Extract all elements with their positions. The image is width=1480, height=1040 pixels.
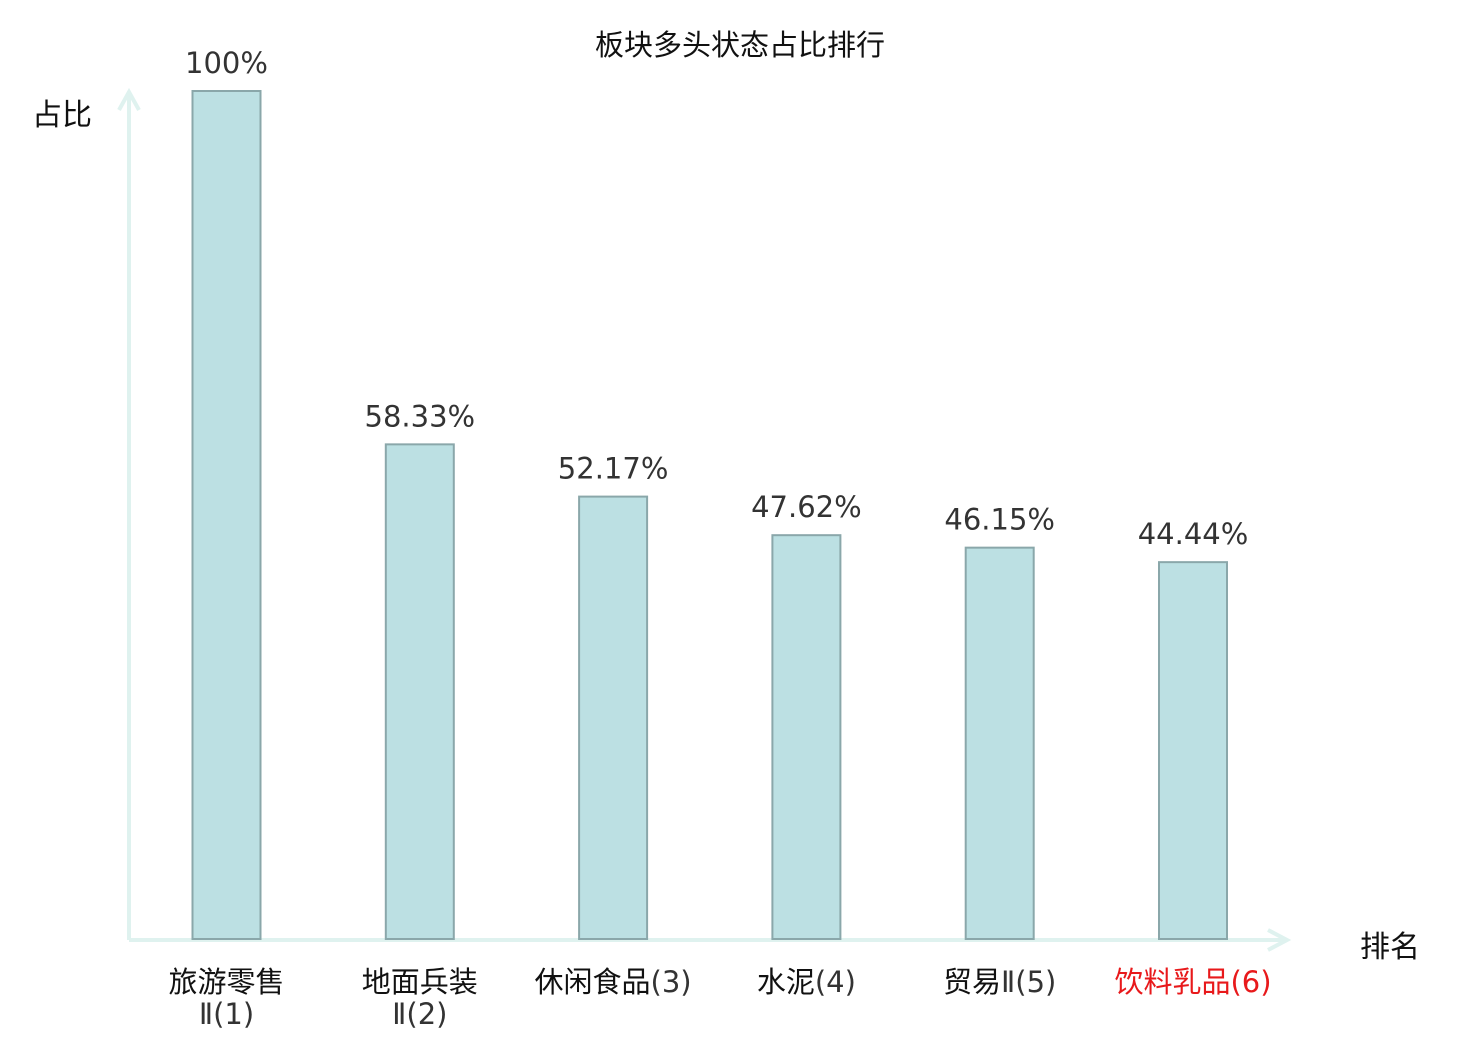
x-axis-label: 排名 bbox=[1360, 930, 1420, 965]
category-suffix: (6) bbox=[1230, 965, 1272, 999]
bar-5 bbox=[964, 546, 1035, 940]
value-label-3: 52.17% bbox=[558, 452, 669, 486]
category-label-2: 地面兵装 Ⅱ(2) bbox=[320, 966, 520, 1030]
category-label-4: 水泥(4) bbox=[706, 966, 906, 998]
category-suffix: (4) bbox=[814, 965, 856, 999]
y-axis-arrow bbox=[117, 87, 141, 111]
value-labels: 100% 58.33% 52.17% 47.62% 46.15% 44.44% bbox=[185, 46, 1248, 551]
category-name: 贸易 bbox=[943, 965, 1002, 999]
bars bbox=[191, 90, 1228, 940]
category-label-3: 休闲食品(3) bbox=[513, 966, 713, 998]
category-name: 水泥 bbox=[756, 965, 815, 999]
chart-title: 板块多头状态占比排行 bbox=[594, 28, 885, 62]
value-label-5: 46.15% bbox=[944, 503, 1055, 537]
axes bbox=[117, 87, 1292, 952]
y-axis-label: 占比 bbox=[32, 98, 92, 133]
category-suffix: Ⅱ(5) bbox=[1001, 965, 1057, 999]
bar-1 bbox=[191, 90, 262, 940]
value-label-4: 47.62% bbox=[751, 490, 862, 524]
category-suffix: (3) bbox=[650, 965, 692, 999]
bar-6 bbox=[1158, 561, 1228, 940]
category-suffix: Ⅱ(1) bbox=[198, 997, 255, 1031]
category-name: 旅游零售 bbox=[168, 965, 285, 999]
value-label-1: 100% bbox=[185, 46, 268, 80]
category-label-6: 饮料乳品(6) bbox=[1093, 966, 1293, 998]
bar-4 bbox=[771, 534, 842, 940]
category-label-5: 贸易Ⅱ(5) bbox=[900, 966, 1100, 998]
bar-3 bbox=[578, 495, 649, 940]
bar-2 bbox=[384, 443, 455, 940]
value-label-6: 44.44% bbox=[1138, 517, 1249, 551]
category-label-1: 旅游零售 Ⅱ(1) bbox=[127, 966, 327, 1030]
category-name: 休闲食品 bbox=[534, 965, 651, 999]
category-suffix: Ⅱ(2) bbox=[392, 997, 448, 1031]
value-label-2: 58.33% bbox=[365, 399, 476, 433]
category-name: 饮料乳品 bbox=[1114, 965, 1231, 999]
category-name: 地面兵装 bbox=[361, 965, 478, 999]
x-axis-arrow bbox=[1267, 928, 1292, 952]
